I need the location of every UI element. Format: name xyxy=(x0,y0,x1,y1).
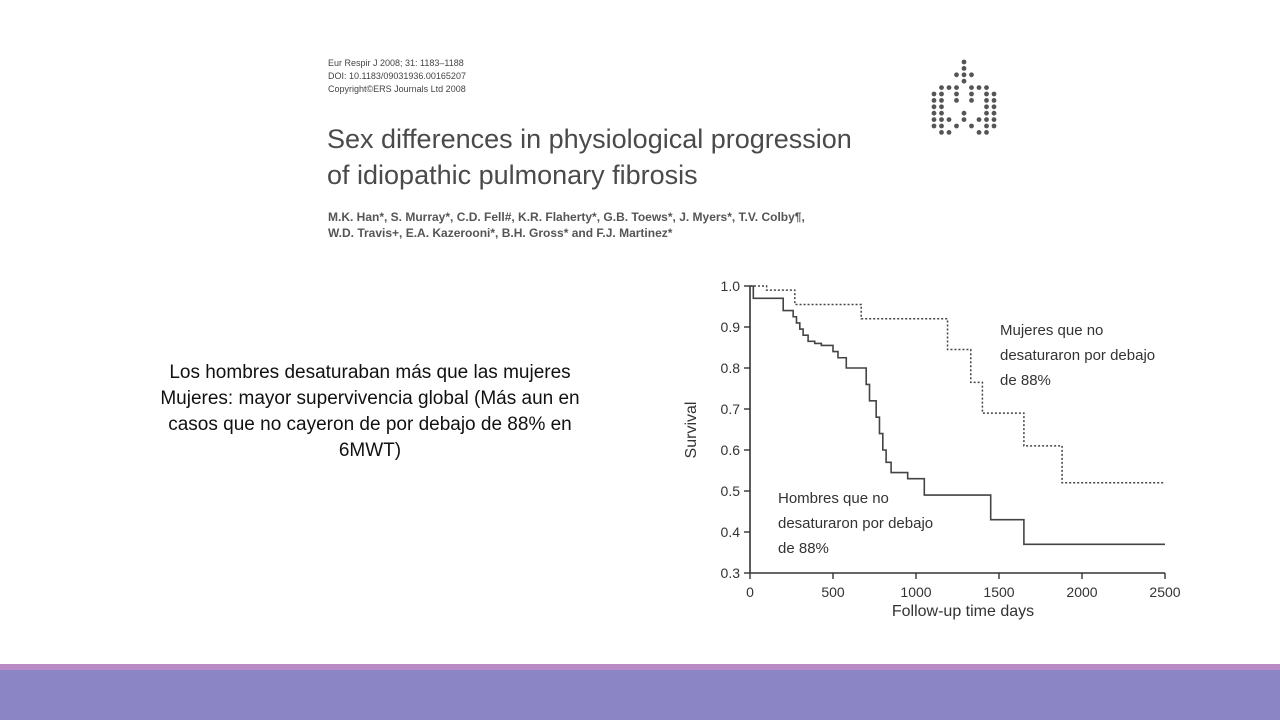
logo-dot xyxy=(969,72,974,78)
x-tick-label: 1500 xyxy=(983,584,1014,600)
ers-lungs-logo xyxy=(931,59,997,135)
footer-band-accent xyxy=(0,664,1280,670)
logo-dot xyxy=(954,85,959,90)
logo-dot xyxy=(939,91,944,97)
logo-dot xyxy=(954,72,959,78)
annotation-hombres-line-2: desaturaron por debajo xyxy=(778,515,933,532)
logo-dot xyxy=(931,104,937,110)
annotation-mujeres-line-3: de 88% xyxy=(1000,372,1051,389)
series-line-solid xyxy=(750,285,1165,546)
y-tick-label: 0.9 xyxy=(721,319,741,335)
logo-dot xyxy=(991,123,997,129)
logo-dot xyxy=(939,110,944,116)
y-tick-label: 0.8 xyxy=(721,360,741,376)
summary-text: Los hombres desaturaban más que las muje… xyxy=(118,360,622,464)
logo-dot xyxy=(931,91,937,97)
logo-dot xyxy=(939,104,944,110)
x-tick-label: 1000 xyxy=(900,584,931,600)
y-tick-label: 0.6 xyxy=(721,442,741,458)
logo-dot xyxy=(961,66,967,71)
journal-citation: Eur Respir J 2008; 31: 1183–1188 xyxy=(328,58,464,68)
paper-authors: M.K. Han*, S. Murray*, C.D. Fell#, K.R. … xyxy=(328,209,805,241)
logo-dot xyxy=(954,91,959,97)
logo-dot xyxy=(984,98,989,103)
annotation-hombres-line-3: de 88% xyxy=(778,540,829,557)
paper-meta: Eur Respir J 2008; 31: 1183–1188 DOI: 10… xyxy=(328,57,466,96)
logo-dot xyxy=(976,85,982,90)
x-tick-label: 0 xyxy=(746,584,754,600)
logo-dot xyxy=(984,104,989,110)
logo-dot xyxy=(946,130,952,135)
logo-dot xyxy=(991,98,997,103)
copyright: Copyright©ERS Journals Ltd 2008 xyxy=(328,84,466,94)
logo-dot xyxy=(939,123,944,129)
annotation-mujeres: Mujeres que no desaturaron por debajo de… xyxy=(1000,322,1155,389)
logo-dot xyxy=(991,117,997,122)
logo-dot xyxy=(969,123,974,129)
logo-dot xyxy=(969,85,974,90)
logo-dot xyxy=(954,98,959,103)
logo-dot xyxy=(939,98,944,103)
logo-dot xyxy=(931,110,937,116)
logo-dot xyxy=(961,110,967,116)
x-tick-label: 2000 xyxy=(1066,584,1097,600)
logo-dot xyxy=(991,91,997,97)
logo-dot xyxy=(954,123,959,129)
doi: DOI: 10.1183/09031936.00165207 xyxy=(328,71,466,81)
series-line-dotted xyxy=(750,285,1165,484)
summary-line-4: 6MWT) xyxy=(338,440,402,461)
y-tick-label: 0.5 xyxy=(721,483,741,499)
x-tick-label: 500 xyxy=(821,584,845,600)
logo-dot xyxy=(984,117,989,122)
logo-dot xyxy=(961,72,967,78)
logo-dot xyxy=(984,91,989,97)
footer-band xyxy=(0,664,1280,720)
y-axis-label: Survival xyxy=(683,402,700,459)
logo-dot xyxy=(969,91,974,97)
annotation-hombres: Hombres que no desaturaron por debajo de… xyxy=(778,490,933,557)
logo-dot xyxy=(991,104,997,110)
logo-dot xyxy=(961,78,967,84)
paper-title: Sex differences in physiological progres… xyxy=(327,121,852,193)
logo-dot xyxy=(984,123,989,129)
y-tick-label: 1.0 xyxy=(721,278,741,294)
logo-dot xyxy=(984,85,989,90)
logo-dot xyxy=(961,117,967,122)
logo-dot xyxy=(946,85,952,90)
logo-dot xyxy=(991,110,997,116)
logo-dot xyxy=(931,123,937,129)
y-tick-label: 0.4 xyxy=(721,524,741,540)
summary-line-1: Los hombres desaturaban más que las muje… xyxy=(169,362,571,383)
logo-dot xyxy=(931,117,937,122)
annotation-mujeres-line-2: desaturaron por debajo xyxy=(1000,347,1155,364)
x-axis-label: Follow-up time days xyxy=(892,603,1034,620)
paper-title-line-2: of idiopathic pulmonary fibrosis xyxy=(327,160,698,190)
authors-line-1: M.K. Han*, S. Murray*, C.D. Fell#, K.R. … xyxy=(328,210,805,224)
summary-line-2: Mujeres: mayor supervivencia global (Más… xyxy=(160,388,580,409)
logo-dot xyxy=(984,110,989,116)
footer-band-main xyxy=(0,670,1280,720)
logo-dot xyxy=(939,85,944,90)
logo-dot xyxy=(961,59,967,65)
y-tick-label: 0.3 xyxy=(721,565,741,581)
x-tick-label: 2500 xyxy=(1149,584,1180,600)
chart-series xyxy=(750,285,1165,546)
logo-dot xyxy=(931,98,937,103)
chart-axes xyxy=(749,286,1165,574)
logo-dot xyxy=(939,130,944,135)
logo-dot xyxy=(939,117,944,122)
chart-ticks: 0.3 0.4 0.5 0.6 0.7 0.8 0.9 1.0 0 500 1000 1500 2000… xyxy=(721,278,1181,600)
logo-dot xyxy=(969,98,974,103)
logo-dot xyxy=(976,117,982,122)
authors-line-2: W.D. Travis+, E.A. Kazerooni*, B.H. Gros… xyxy=(328,226,673,240)
paper-title-line-1: Sex differences in physiological progres… xyxy=(327,124,852,154)
logo-dot xyxy=(976,130,982,135)
annotation-hombres-line-1: Hombres que no xyxy=(778,490,889,507)
logo-dot xyxy=(946,117,952,122)
survival-chart: 0.3 0.4 0.5 0.6 0.7 0.8 0.9 1.0 0 500 1000 1500 2000… xyxy=(683,278,1181,620)
annotation-mujeres-line-1: Mujeres que no xyxy=(1000,322,1103,339)
y-tick-label: 0.7 xyxy=(721,401,741,417)
logo-dot xyxy=(984,130,989,135)
summary-line-3: casos que no cayeron de por debajo de 88… xyxy=(168,414,572,435)
